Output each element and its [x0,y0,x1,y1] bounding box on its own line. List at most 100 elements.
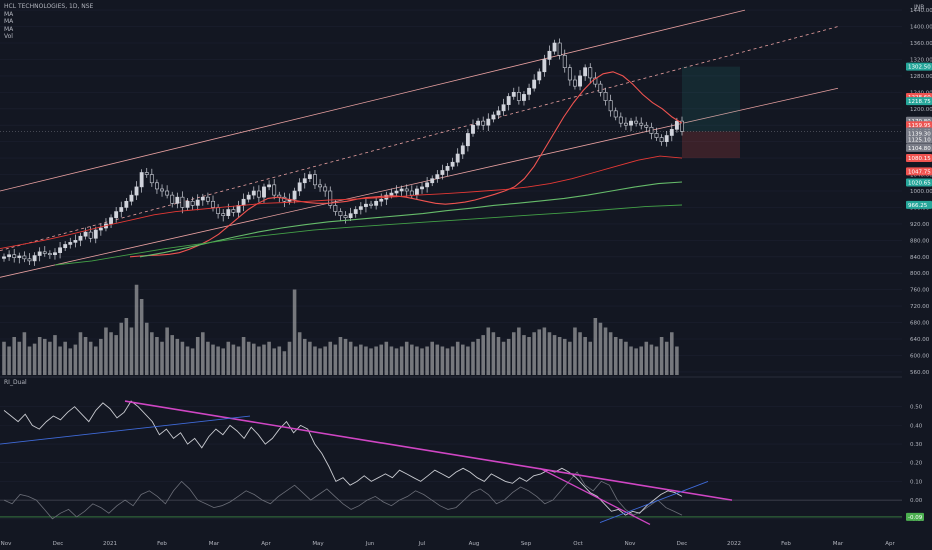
candle-body-107 [547,50,552,60]
candle-body-21 [109,217,113,225]
volume-bar-120 [613,337,618,375]
candle-body-111 [567,67,572,81]
time-tick-3: Feb [157,541,167,547]
candle-body-2 [12,254,17,258]
candle-body-8 [42,251,47,254]
candle-body-70 [358,206,363,210]
volume-bar-87 [445,348,450,375]
candle-body-1 [7,254,12,258]
legend-ma-1[interactable]: MA [4,10,14,18]
volume-bar-18 [93,346,98,375]
price-tick-14: 880.00 [910,238,930,244]
candle-body-62 [318,184,322,188]
candle-body-73 [374,200,379,206]
time-tick-1: Dec [53,541,64,547]
candle-body-25 [129,194,134,202]
candle-body-100 [511,92,516,97]
candle-body-67 [343,215,348,219]
legend-vol[interactable]: Vol [4,33,13,40]
candle-body-123 [629,120,633,126]
candle-body-74 [379,198,384,202]
volume-bar-59 [302,338,307,375]
candle-body-129 [659,137,664,142]
long-position-tool[interactable] [682,66,740,159]
volume-bar-15 [78,332,83,375]
volume-bar-28 [144,322,149,375]
ri-dual-axis[interactable]: 0.500.400.300.200.100.00-0.10-0.09 [906,405,925,523]
volume-bar-119 [608,332,613,375]
price-label-bg-10 [906,167,932,176]
candle-body-92 [471,124,475,134]
volume-bar-36 [185,346,190,375]
volume-bar-68 [348,341,353,375]
candle-body-29 [149,174,154,184]
symbol-title[interactable]: HCL TECHNOLOGIES, 1D, NSE [4,3,94,10]
candle-body-128 [654,133,659,138]
volume-bar-5 [27,346,32,375]
volume-bar-70 [359,344,363,375]
volume-bar-16 [83,337,88,375]
candle-body-10 [53,252,57,256]
price-label-bg-7 [906,135,932,144]
price-label-bg-4 [906,121,932,130]
volume-bar-129 [659,337,664,375]
time-axis[interactable]: Nov Dec 2021 Feb Mar Apr May Jun Jul Aug Sep Oct Nov… [1,541,896,547]
candle-body-66 [338,211,343,216]
volume-bar-95 [486,327,491,375]
rsi-trendline-short [539,467,651,525]
volume-bar-49 [252,343,256,375]
position-target-zone [682,66,740,132]
volume-bar-85 [435,344,440,375]
candle-body-28 [144,172,149,175]
legend-ma-3[interactable]: MA [4,25,14,33]
candle-body-78 [399,188,404,192]
volume-bar-101 [517,327,521,375]
volume-bar-66 [338,337,343,375]
candle-body-91 [465,133,470,147]
volume-bar-53 [272,348,276,375]
time-tick-8: Jul [418,541,426,547]
candle-body-3 [17,255,22,258]
candle-body-99 [506,96,511,105]
candle-body-90 [460,145,465,155]
candle-body-131 [669,129,674,136]
candle-body-80 [409,190,414,196]
candle-body-19 [98,227,103,231]
volume-bar-79 [404,341,409,375]
candle-body-86 [440,170,445,175]
candle-body-31 [160,188,164,192]
candle-body-57 [292,190,297,200]
volume-bar-75 [384,341,389,375]
volume-bar-93 [476,338,480,375]
volume-bar-132 [675,346,679,375]
volume-bar-113 [578,332,582,375]
candle-body-36 [185,200,190,208]
rsi-main-line [3,400,683,516]
price-label-bg-12 [906,200,932,209]
currency-label: INR [914,4,925,11]
time-tick-12: Nov [625,541,636,547]
volume-bar-103 [527,337,531,375]
candle-body-32 [165,190,170,196]
price-label-12: 966.25 [908,203,928,209]
ma-mid-line [0,155,683,250]
volume-bar-39 [201,332,205,375]
volume-bar-37 [190,348,195,375]
time-tick-14: 2022 [727,541,741,547]
price-tick-11: 1000.00 [910,189,932,195]
volume-bar-11 [58,346,62,375]
price-label-bg-11 [906,178,932,187]
candle-body-88 [450,161,455,167]
candle-body-133 [680,120,684,132]
ma-fast-line [129,71,683,258]
indicator-title[interactable]: RI_Dual [4,379,27,386]
candle-body-6 [32,255,37,262]
volume-bar-56 [287,341,292,375]
legend-ma-2[interactable]: MA [4,18,14,25]
candle-body-45 [231,209,236,213]
volume-bar-117 [598,322,603,375]
time-tick-17: Apr [885,541,895,547]
candle-body-102 [522,94,526,101]
volume-bar-25 [129,327,134,375]
